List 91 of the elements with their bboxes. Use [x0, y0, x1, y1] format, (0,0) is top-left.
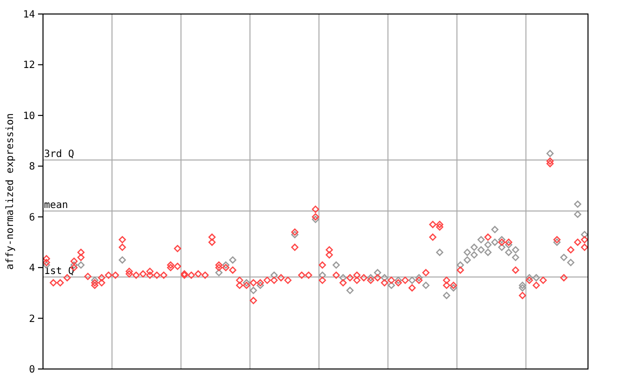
- point: [229, 256, 236, 264]
- point: [429, 220, 436, 228]
- ref-line-label: mean: [44, 200, 68, 212]
- point: [167, 261, 174, 269]
- point: [512, 246, 520, 254]
- point: [215, 269, 223, 276]
- point: [374, 269, 382, 276]
- y-tick-label: 4: [28, 263, 35, 274]
- point: [505, 241, 512, 248]
- point: [491, 238, 498, 246]
- y-tick-label: 10: [22, 110, 35, 122]
- point: [436, 248, 444, 256]
- point: [270, 272, 278, 279]
- y-tick-label: 8: [28, 162, 35, 173]
- point: [242, 279, 250, 286]
- point: [498, 236, 506, 244]
- y-tick-label: 12: [22, 60, 35, 72]
- point: [470, 251, 478, 258]
- point: [498, 244, 506, 251]
- point: [291, 228, 298, 236]
- point: [318, 272, 326, 279]
- point: [380, 274, 388, 282]
- point: [388, 282, 395, 289]
- point: [91, 282, 98, 289]
- point: [394, 276, 402, 284]
- point: [250, 279, 258, 286]
- point: [477, 236, 485, 244]
- y-tick-label: 14: [22, 10, 35, 20]
- point: [146, 268, 154, 275]
- point: [580, 236, 588, 244]
- point: [312, 206, 320, 213]
- y-tick-label: 0: [28, 364, 35, 376]
- point: [526, 274, 533, 282]
- point: [291, 231, 298, 238]
- point: [484, 248, 492, 256]
- point: [174, 262, 182, 270]
- point: [77, 261, 85, 269]
- point: [42, 255, 50, 262]
- point: [456, 261, 464, 269]
- point: [70, 258, 78, 265]
- point: [126, 268, 133, 275]
- point: [442, 292, 450, 300]
- point: [580, 231, 588, 238]
- point: [470, 244, 478, 251]
- point: [450, 284, 458, 292]
- point: [574, 200, 582, 208]
- point: [215, 261, 223, 269]
- point: [464, 248, 471, 256]
- point: [236, 276, 244, 284]
- point: [532, 274, 540, 282]
- point: [553, 238, 561, 246]
- point: [208, 238, 216, 246]
- point: [518, 284, 526, 292]
- y-tick-label: 2: [28, 314, 35, 325]
- point: [442, 276, 450, 284]
- point: [560, 254, 568, 262]
- point: [477, 246, 485, 254]
- point: [505, 248, 512, 256]
- point: [484, 241, 492, 248]
- point: [436, 220, 444, 228]
- y-axis-title: affy-normalized expression: [5, 113, 16, 270]
- point: [367, 274, 374, 282]
- point: [250, 286, 258, 294]
- point: [98, 279, 106, 286]
- point: [491, 226, 498, 234]
- point: [91, 276, 98, 284]
- point: [346, 286, 354, 294]
- point: [546, 150, 554, 158]
- point: [222, 261, 230, 269]
- point: [567, 258, 574, 266]
- point: [422, 282, 430, 289]
- point: [464, 256, 471, 264]
- point: [318, 261, 326, 269]
- point: [353, 272, 360, 279]
- point: [77, 248, 85, 256]
- point: [118, 236, 126, 244]
- point: [574, 210, 582, 218]
- point: [546, 157, 554, 165]
- point: [118, 256, 126, 264]
- point: [415, 274, 423, 282]
- point: [332, 261, 340, 269]
- point: [408, 276, 416, 284]
- y-tick-label: 6: [28, 212, 35, 224]
- point: [512, 254, 520, 262]
- point: [339, 274, 347, 282]
- point: [326, 246, 333, 254]
- point: [518, 282, 526, 289]
- point: [312, 216, 320, 223]
- ref-line-label: 3rd Q: [44, 149, 74, 160]
- point: [256, 282, 264, 289]
- point: [180, 270, 188, 278]
